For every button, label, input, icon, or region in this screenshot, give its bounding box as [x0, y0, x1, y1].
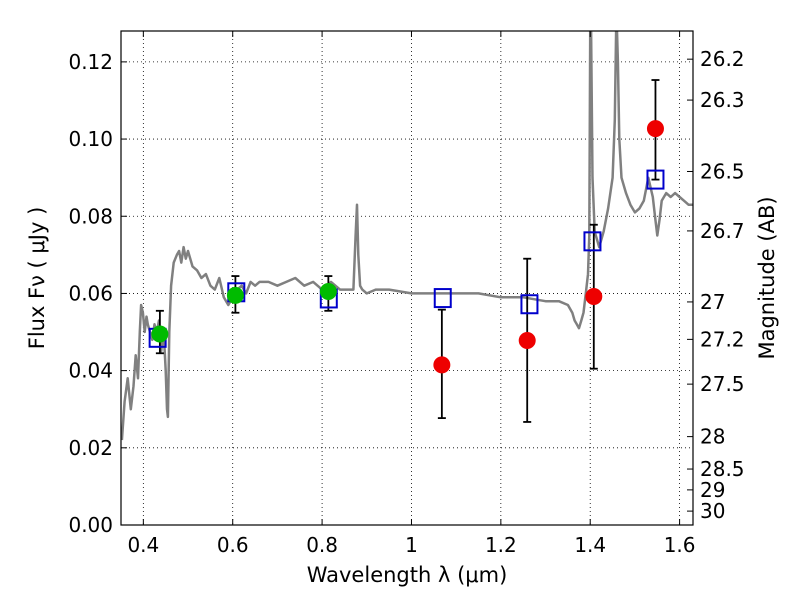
- mag-tick-label: 26.2: [700, 47, 745, 71]
- x-tick-label: 1.6: [664, 533, 696, 557]
- mag-tick-label: 26.7: [700, 219, 745, 243]
- axis-ticks: [121, 31, 693, 526]
- model-square-marker: [520, 294, 539, 315]
- model-square-marker: [433, 288, 452, 309]
- y-tick-label: 0.04: [68, 359, 113, 383]
- mag-tick-label: 30: [700, 499, 725, 523]
- y-tick-label: 0.10: [68, 127, 113, 151]
- y-axis-label: Flux Fν ( μJy ): [25, 207, 49, 350]
- green-point-marker: [226, 286, 244, 304]
- model-square-marker: [583, 231, 602, 252]
- y-tick-label: 0.12: [68, 50, 113, 74]
- mag-tick-label: 28.5: [700, 457, 745, 481]
- mag-tick-label: 27.5: [700, 372, 745, 396]
- x-tick-label: 0.4: [127, 533, 159, 557]
- model-square-marker: [646, 169, 665, 190]
- green-point-marker: [319, 283, 337, 301]
- x-tick-label: 1: [405, 533, 418, 557]
- x-tick-label: 1.4: [574, 533, 606, 557]
- red-point-marker: [646, 120, 664, 138]
- red-point-marker: [518, 332, 536, 350]
- y2-axis-label: Magnitude (AB): [755, 196, 779, 359]
- y-tick-label: 0.00: [68, 513, 113, 537]
- green-point-marker: [151, 325, 169, 343]
- y-tick-label: 0.06: [68, 281, 113, 305]
- x-tick-label: 0.8: [306, 533, 338, 557]
- tick-labels: 0.4 0.6 0.8 1 1.2 1.4 1.6 0.00 0.02 0.04 0.06 0.08 0…: [68, 47, 744, 557]
- x-tick-label: 1.2: [485, 533, 517, 557]
- y-tick-label: 0.08: [68, 204, 113, 228]
- mag-tick-label: 27: [700, 290, 725, 314]
- mag-tick-label: 26.5: [700, 159, 745, 183]
- x-tick-label: 0.6: [217, 533, 249, 557]
- model-sed-line: [121, 31, 693, 441]
- mag-tick-label: 26.3: [700, 88, 745, 112]
- plot-area: [121, 31, 693, 441]
- x-axis-label: Wavelength λ (μm): [307, 563, 508, 587]
- plot-frame: [120, 30, 694, 526]
- mag-tick-label: 28: [700, 425, 725, 449]
- red-point-marker: [433, 356, 451, 374]
- red-point-marker: [585, 288, 603, 306]
- mag-tick-label: 29: [700, 478, 725, 502]
- mag-tick-label: 27.2: [700, 327, 745, 351]
- y-tick-label: 0.02: [68, 436, 113, 460]
